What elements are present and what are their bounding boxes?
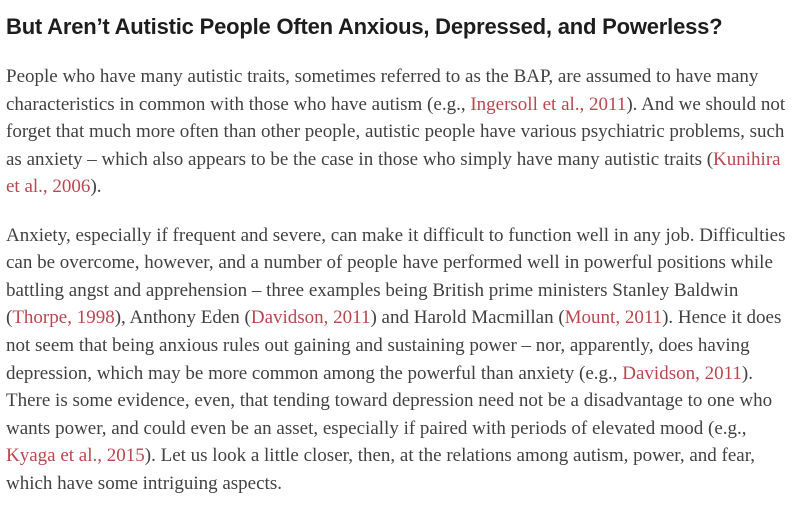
body-text: People who have many autistic traits, so… — [6, 66, 759, 115]
body-text: ). Let us look a little closer, then, at… — [6, 445, 756, 494]
body-text: ). — [90, 176, 102, 198]
body-text: ), Anthony Eden ( — [114, 307, 251, 329]
citation-link[interactable]: Davidson, 2011 — [622, 362, 742, 384]
body-text: ) and Harold Macmillan ( — [370, 307, 565, 329]
body-text: ). Hence it does not seem that being anx… — [6, 307, 782, 384]
body-text: ). There is some evidence, even, that te… — [6, 362, 773, 439]
paragraph: Anxiety, especially if frequent and seve… — [6, 222, 791, 497]
body-text: ). And we should not forget that much mo… — [6, 93, 786, 170]
citation-link[interactable]: Davidson, 2011 — [250, 307, 371, 329]
citation-link[interactable]: Kunihira et al., 2006 — [6, 148, 781, 198]
paragraph: People who have many autistic traits, so… — [6, 63, 791, 201]
body-text: Anxiety, especially if frequent and seve… — [6, 224, 786, 329]
citation-link[interactable]: Ingersoll et al., 2011 — [470, 93, 627, 115]
citation-link[interactable]: Thorpe, 1998 — [12, 307, 115, 329]
citation-link[interactable]: Mount, 2011 — [564, 307, 663, 329]
article-body: People who have many autistic traits, so… — [6, 63, 791, 497]
citation-link[interactable]: Kyaga et al., 2015 — [6, 445, 145, 467]
page-title: But Aren’t Autistic People Often Anxious… — [6, 14, 723, 39]
